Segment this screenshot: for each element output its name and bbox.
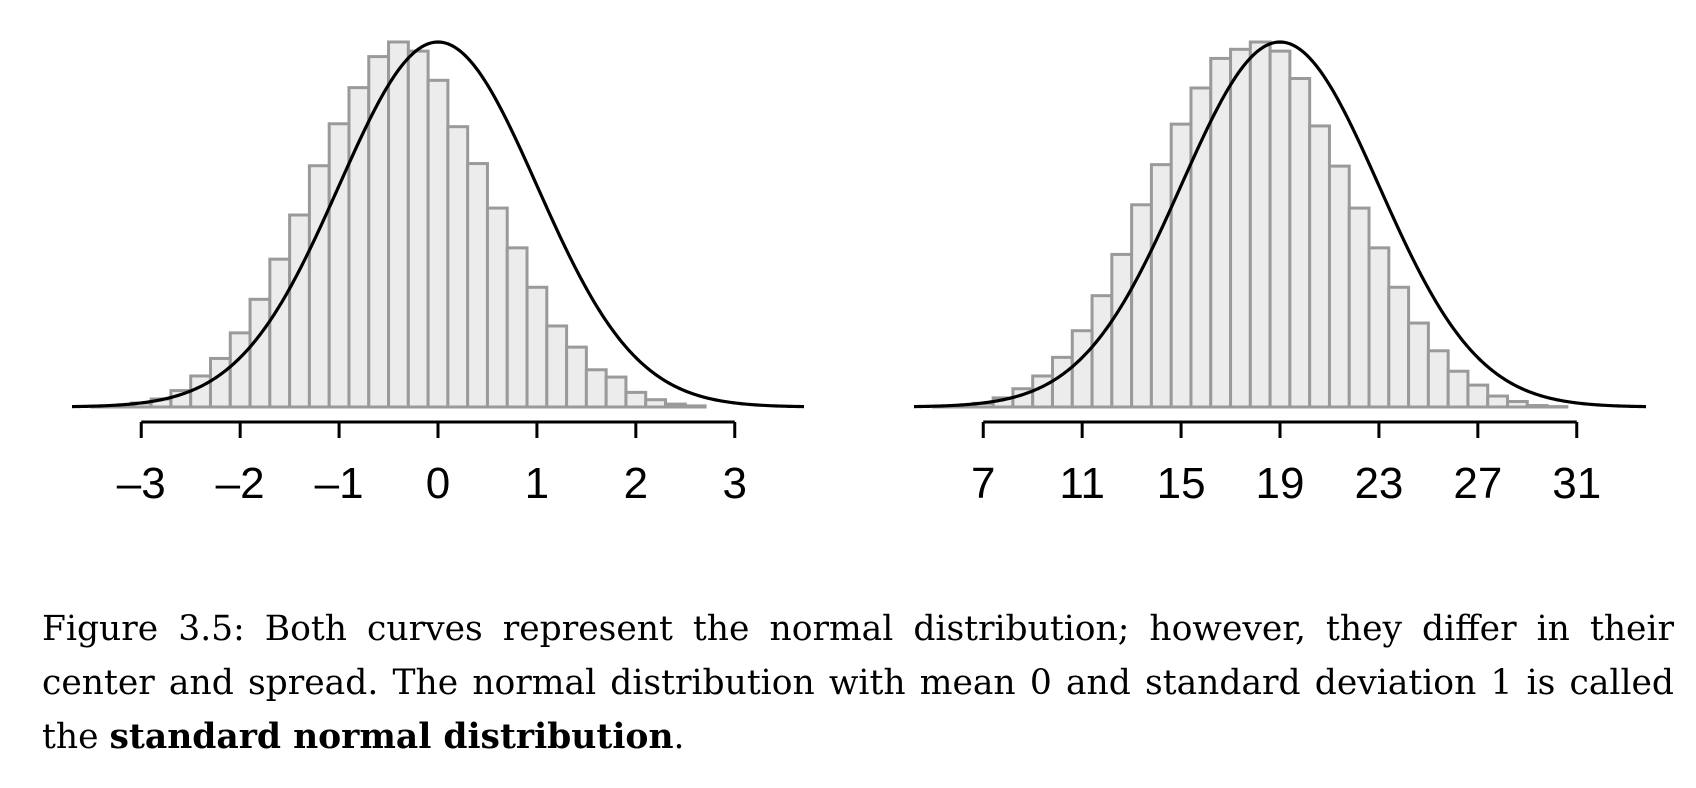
- x-tick-label: –1: [315, 459, 364, 508]
- caption-end: .: [673, 717, 685, 757]
- figure-caption: Figure 3.5: Both curves represent the no…: [42, 602, 1674, 764]
- histogram-bar: [208, 356, 232, 409]
- histogram-bar: [664, 402, 687, 409]
- histogram-bar: [1189, 86, 1213, 409]
- histogram-bar: [228, 331, 252, 409]
- histogram-panel-mean-0-sd-1: –3 –2 –1 0 1 2 3: [71, 40, 805, 508]
- histogram-bar: [1268, 49, 1292, 409]
- histogram-bar: [565, 345, 588, 409]
- histogram-bar: [505, 246, 529, 409]
- histogram-bar: [347, 86, 371, 409]
- histogram-bar: [1031, 374, 1054, 409]
- histogram-bar: [387, 40, 410, 409]
- histogram-bar: [525, 285, 549, 409]
- histogram-bar: [624, 390, 648, 409]
- histogram-bar: [1248, 40, 1272, 409]
- x-tick-label: 1: [525, 459, 549, 508]
- x-tick-label: 15: [1157, 459, 1206, 508]
- x-tick-label: 2: [624, 459, 648, 508]
- histogram-bar: [1367, 246, 1391, 409]
- histogram-bar: [1426, 349, 1450, 409]
- histogram-bar: [1090, 294, 1114, 409]
- x-tick-label: 23: [1354, 459, 1403, 508]
- x-tick-label: 0: [426, 459, 450, 508]
- x-tick-label: –2: [216, 459, 265, 508]
- histogram-bar: [189, 374, 212, 409]
- histogram-bar: [644, 398, 668, 409]
- histogram-bar: [1110, 252, 1134, 409]
- caption-text: Both curves represent the normal distrib…: [42, 609, 1674, 757]
- x-tick-label: 31: [1552, 459, 1601, 508]
- histogram-bar: [426, 78, 450, 409]
- x-tick-label: 3: [723, 459, 747, 508]
- histogram-bar: [446, 125, 470, 409]
- histogram-bar: [1466, 383, 1490, 409]
- histogram-bar: [1327, 164, 1351, 409]
- histogram-bar: [485, 206, 509, 409]
- histogram-bar: [1446, 369, 1470, 409]
- histogram-bar: [1387, 285, 1411, 409]
- normal-density-curve: [913, 40, 1647, 409]
- histogram-bar: [307, 164, 331, 409]
- histogram-bar: [1506, 400, 1529, 409]
- x-tick-label: –3: [117, 459, 166, 508]
- histogram-bar: [604, 375, 628, 409]
- histogram-bar: [545, 324, 569, 409]
- histogram-bar: [406, 49, 430, 409]
- x-tick-label: 19: [1256, 459, 1305, 508]
- figure-panels: –3 –2 –1 0 1 2 3 7 11 15 19 23 27 31: [71, 40, 1647, 508]
- histogram-bar: [268, 257, 292, 409]
- histogram-bar: [367, 55, 391, 409]
- x-tick-label: 7: [971, 459, 995, 508]
- histogram-bar: [1525, 404, 1549, 409]
- histogram-bar: [288, 213, 311, 409]
- histogram-bar: [683, 404, 707, 409]
- histogram-bar: [1308, 124, 1331, 409]
- normal-density-curve: [71, 40, 805, 409]
- histogram-bar: [1130, 203, 1153, 409]
- histogram-bar: [327, 122, 351, 409]
- histogram-bar: [1288, 77, 1312, 409]
- histogram-bar: [248, 297, 272, 409]
- histogram-bar: [1070, 329, 1094, 409]
- histogram-bar: [1209, 56, 1233, 409]
- histogram-bar: [1347, 206, 1371, 409]
- histogram-bar: [466, 162, 489, 409]
- caption-bold-term: standard normal distribution: [109, 717, 674, 757]
- histogram-panel-mean-19-sd-4: 7 11 15 19 23 27 31: [913, 40, 1647, 508]
- histogram-bar: [1149, 163, 1173, 409]
- histogram-bar: [1050, 355, 1074, 409]
- figure-label: Figure 3.5:: [42, 609, 245, 649]
- x-tick-label: 27: [1453, 459, 1502, 508]
- x-tick-label: 11: [1059, 459, 1105, 508]
- histogram-bar: [1407, 321, 1430, 409]
- histogram-bar: [1229, 47, 1252, 409]
- histogram-bar: [1486, 394, 1510, 409]
- histogram-bar: [584, 368, 608, 409]
